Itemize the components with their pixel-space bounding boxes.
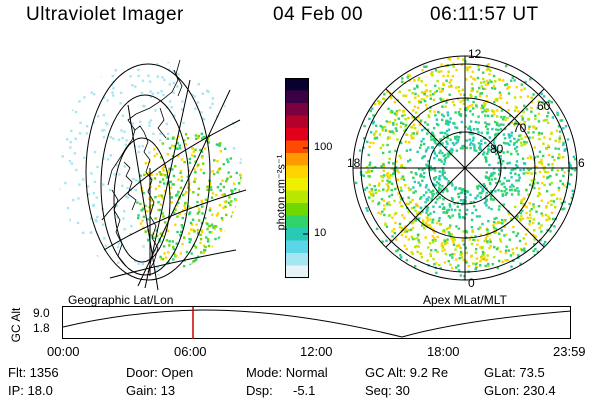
time-label: 06:11:57 UT: [430, 4, 539, 25]
geographic-map: [58, 59, 247, 291]
colorbar-unit-label: photon cm⁻²s⁻¹: [275, 154, 288, 231]
mlt-label-6: 6: [578, 156, 585, 170]
polar-map: [352, 55, 578, 281]
ip-value: IP: 18.0: [8, 383, 53, 398]
altitude-plot: [62, 306, 572, 339]
intensity-colorbar: [285, 78, 309, 279]
colorbar-tick-100: 100: [314, 141, 333, 153]
coastlines: [107, 59, 183, 273]
date-label: 04 Feb 00: [273, 4, 364, 25]
mode-value: Mode: Normal: [246, 365, 328, 380]
x-tick-0600: 06:00: [174, 344, 207, 359]
altitude-curve: [62, 309, 572, 338]
x-tick-1800: 18:00: [427, 344, 460, 359]
flight-number: Flt: 1356: [8, 365, 59, 380]
mlat-label-80: 80: [490, 142, 504, 156]
door-status: Door: Open: [126, 365, 194, 380]
geo-latitude: GLat: 73.5: [484, 365, 545, 380]
dsp-label: Dsp:: [246, 383, 273, 398]
instrument-title: Ultraviolet Imager: [26, 4, 184, 25]
x-tick-0000: 00:00: [47, 344, 80, 359]
geo-longitude: GLon: 230.4: [484, 383, 556, 398]
mlat-label-70: 70: [513, 121, 527, 135]
polar-caption: Apex MLat/MLT: [423, 293, 507, 307]
mlt-label-0: 0: [468, 276, 475, 290]
sequence-number: Seq: 30: [365, 383, 410, 398]
altitude-axis-label: GC Alt: [9, 307, 23, 343]
altitude-tick-high: 9.0: [33, 306, 50, 320]
x-tick-2359: 23:59: [553, 344, 586, 359]
dsp-value: -5.1: [293, 383, 316, 398]
mlt-label-18: 18: [347, 156, 361, 170]
x-tick-1200: 12:00: [300, 344, 333, 359]
geographic-grid: [85, 63, 247, 291]
altitude-tick-low: 1.8: [33, 321, 50, 335]
polar-grid: [352, 55, 578, 281]
mlt-label-12: 12: [468, 47, 482, 61]
colorbar-tick-10: 10: [314, 227, 327, 239]
geographic-caption: Geographic Lat/Lon: [68, 293, 174, 307]
polar-aurora-image: [354, 57, 577, 280]
gc-altitude: GC Alt: 9.2 Re: [365, 365, 449, 380]
gain-value: Gain: 13: [126, 383, 176, 398]
mlat-label-60: 60: [537, 99, 551, 113]
